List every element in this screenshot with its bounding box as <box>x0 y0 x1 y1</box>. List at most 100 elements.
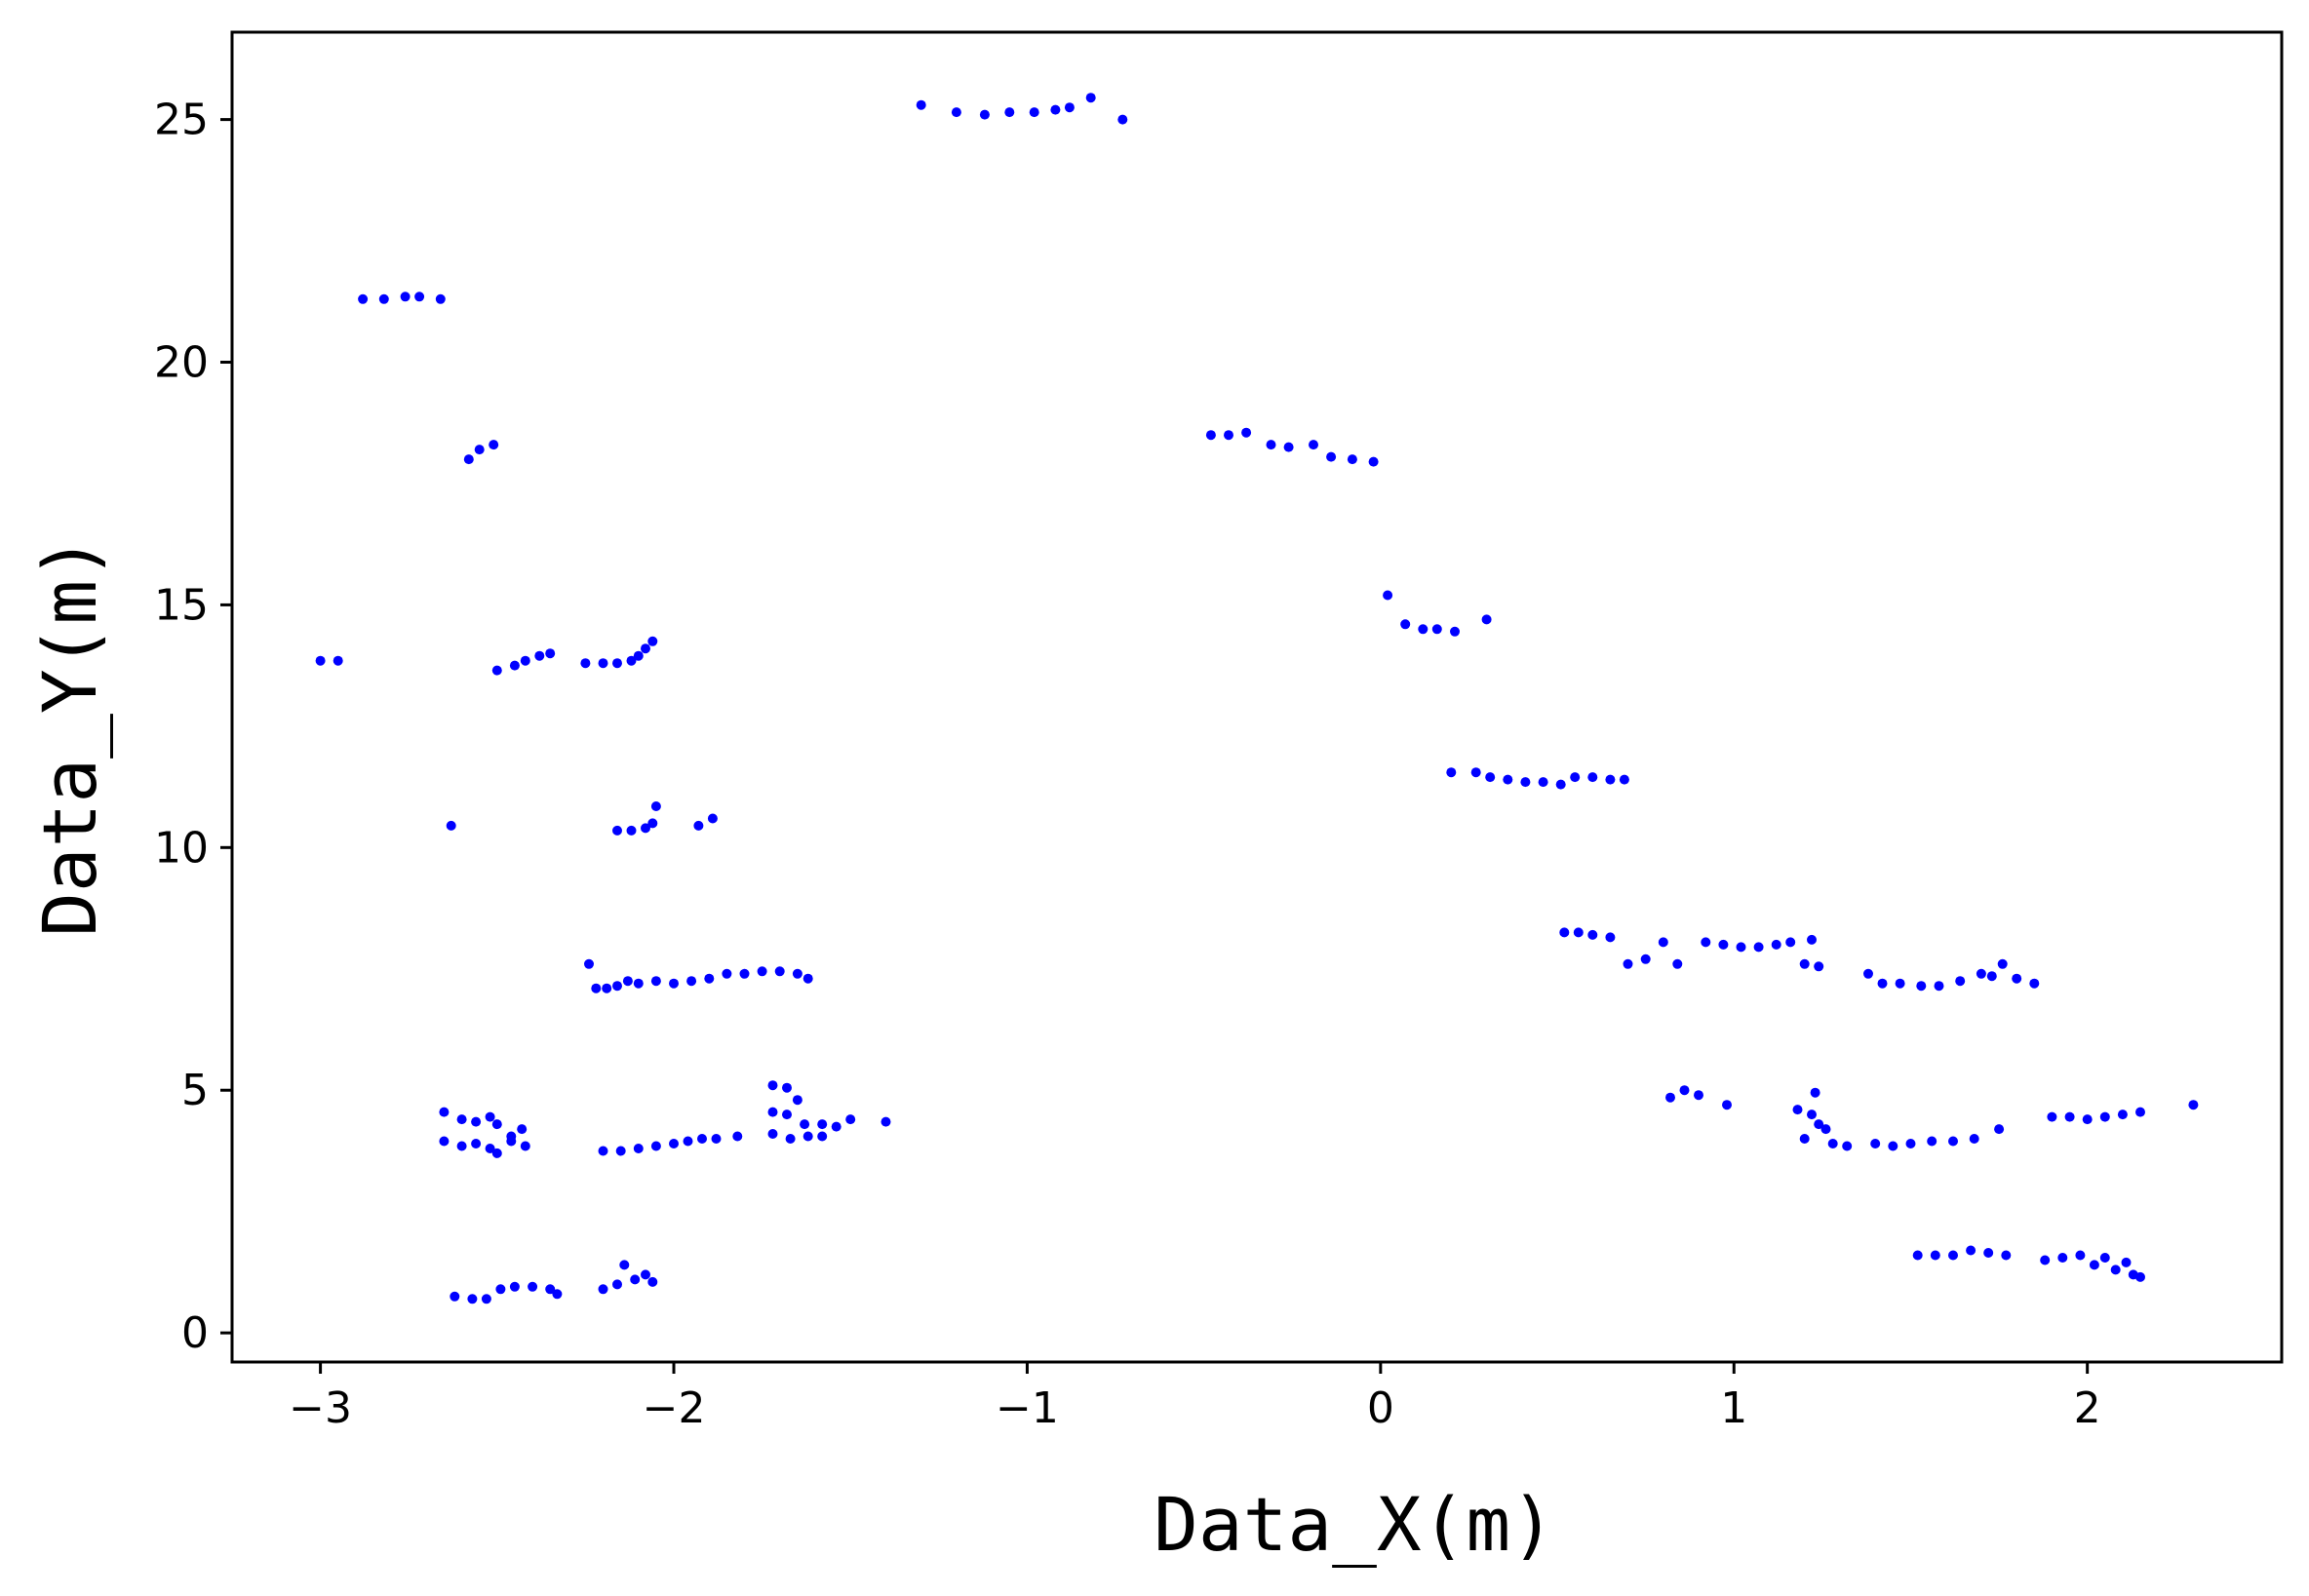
data-point <box>2064 1111 2075 1122</box>
data-point <box>2117 1109 2128 1120</box>
data-point <box>467 1294 478 1304</box>
data-point <box>1842 1141 1853 1151</box>
data-point <box>647 636 658 646</box>
data-point <box>485 1144 495 1153</box>
data-point <box>2075 1250 2086 1261</box>
data-point <box>598 658 608 669</box>
x-tick-label: −3 <box>289 1383 352 1433</box>
data-points <box>315 93 2199 1304</box>
data-point <box>641 643 650 654</box>
data-point <box>1538 777 1548 788</box>
data-point <box>378 293 389 304</box>
y-axis-label: Data_Y(m) <box>26 535 113 937</box>
data-point <box>916 99 926 110</box>
data-point <box>782 1109 792 1120</box>
data-point <box>545 648 556 659</box>
data-point <box>630 1274 641 1285</box>
data-point <box>1736 942 1746 953</box>
data-point <box>1792 1105 1803 1115</box>
data-point <box>1555 779 1566 790</box>
data-point <box>1863 968 1873 979</box>
data-point <box>2057 1253 2068 1263</box>
data-point <box>1888 1141 1898 1151</box>
data-point <box>1431 624 1442 635</box>
y-tick-label: 20 <box>154 338 209 388</box>
data-point <box>315 655 326 666</box>
data-point <box>1570 772 1581 783</box>
data-point <box>1029 107 1039 118</box>
data-point <box>2135 1271 2145 1282</box>
data-point <box>1827 1139 1838 1148</box>
data-point <box>435 293 446 304</box>
data-point <box>707 813 718 824</box>
data-point <box>456 1114 467 1125</box>
x-tick-label: 0 <box>1367 1383 1394 1433</box>
data-point <box>633 1144 644 1153</box>
data-point <box>598 1146 608 1156</box>
data-point <box>626 825 637 836</box>
data-point <box>1877 978 1888 989</box>
data-point <box>333 655 343 666</box>
data-point <box>802 1131 813 1142</box>
data-point <box>817 1131 828 1142</box>
data-point <box>471 1139 482 1148</box>
data-point <box>1623 958 1633 969</box>
data-point <box>1814 1119 1824 1130</box>
data-point <box>471 1116 482 1127</box>
data-point <box>528 1281 538 1292</box>
data-point <box>591 983 602 993</box>
data-point <box>612 825 622 836</box>
data-point <box>1983 1248 1994 1258</box>
data-point <box>509 660 520 671</box>
data-point <box>1679 1085 1690 1096</box>
data-point <box>1205 430 1216 441</box>
data-point <box>491 1119 502 1130</box>
data-point <box>1266 440 1276 450</box>
data-point <box>633 650 644 661</box>
data-point <box>732 1131 743 1142</box>
data-point <box>1701 937 1711 948</box>
data-point <box>2029 978 2040 989</box>
data-point <box>1916 981 1927 992</box>
data-point <box>979 109 990 120</box>
data-point <box>1619 774 1629 785</box>
data-point <box>450 1291 460 1302</box>
data-point <box>757 966 767 977</box>
data-point <box>619 1260 630 1270</box>
data-point <box>1446 767 1457 778</box>
data-point <box>2012 973 2022 984</box>
data-point <box>1605 774 1616 785</box>
x-tick-label: −2 <box>643 1383 706 1433</box>
data-point <box>1665 1092 1675 1103</box>
x-tick-label: 1 <box>1720 1383 1747 1433</box>
data-point <box>1948 1136 1958 1147</box>
data-point <box>774 966 785 977</box>
x-axis-ticks: −3 −2 −1 0 1 2 <box>289 1362 2101 1433</box>
data-point <box>456 1141 467 1151</box>
data-point <box>2110 1265 2121 1275</box>
x-tick-label: −1 <box>996 1383 1059 1433</box>
data-point <box>1383 590 1393 601</box>
data-point <box>1771 939 1781 950</box>
data-point <box>2047 1111 2057 1122</box>
data-point <box>1870 1139 1881 1148</box>
data-point <box>792 1095 802 1106</box>
data-point <box>2099 1253 2110 1263</box>
data-point <box>545 1284 556 1295</box>
data-point <box>1326 451 1337 462</box>
data-point <box>1934 981 1944 992</box>
data-point <box>520 1141 530 1151</box>
data-point <box>767 1080 778 1091</box>
data-point <box>1976 968 1986 979</box>
data-point <box>792 968 802 979</box>
data-point <box>650 801 661 811</box>
data-point <box>1722 1100 1732 1110</box>
data-point <box>495 1284 506 1295</box>
data-point <box>439 1136 450 1147</box>
data-point <box>626 655 637 666</box>
data-point <box>1810 1087 1820 1098</box>
data-point <box>1997 958 2008 969</box>
data-point <box>1470 767 1481 778</box>
data-point <box>1807 934 1817 945</box>
